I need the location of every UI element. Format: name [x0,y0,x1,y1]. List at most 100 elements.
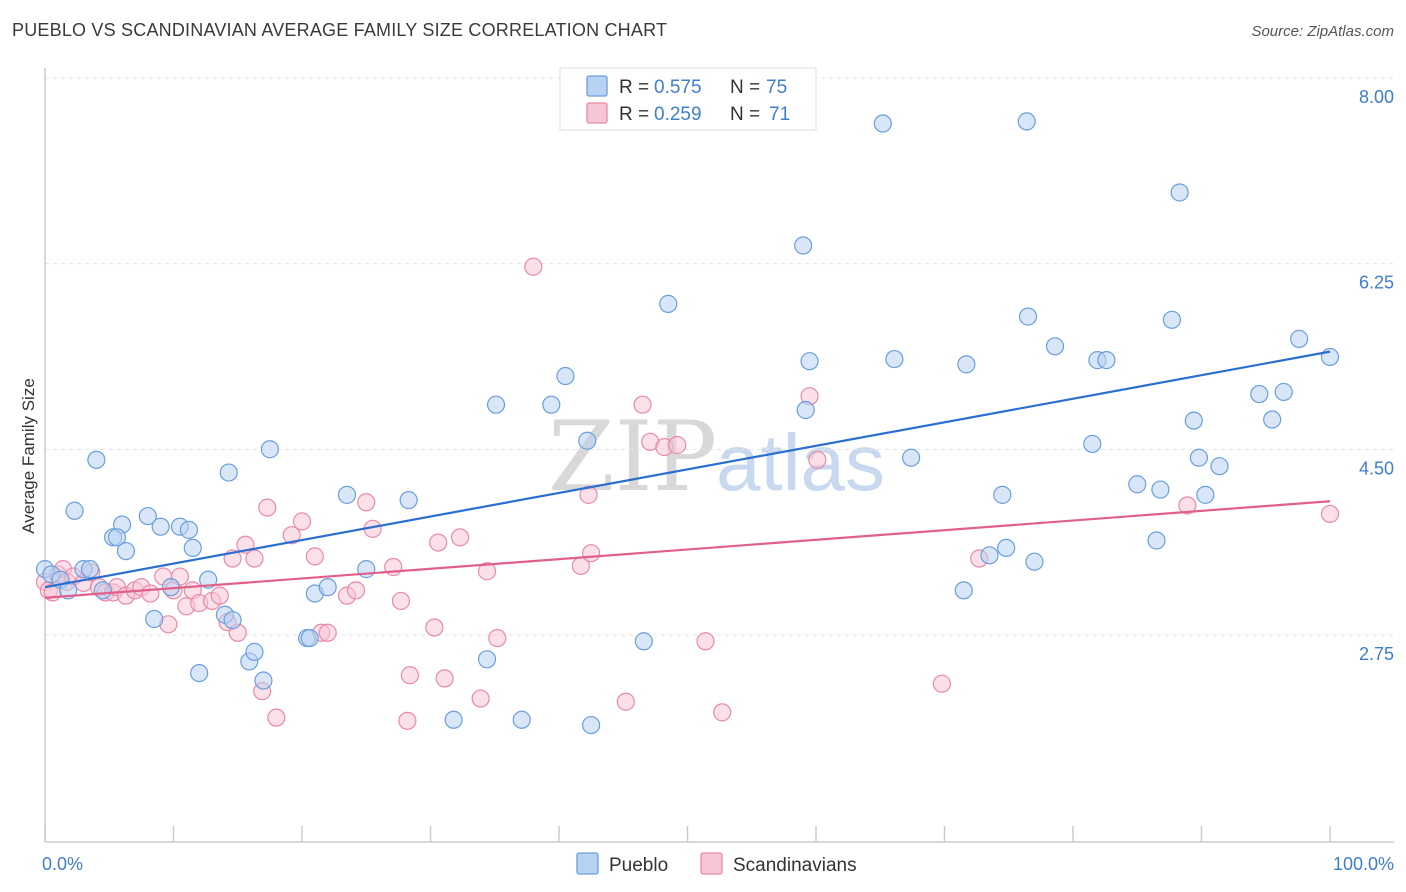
pueblo-point [190,663,209,683]
legend-swatch-pueblo [586,75,608,97]
scandinavians-trend-line [44,500,1331,599]
pueblo-point [993,485,1012,504]
legend-swatch-scandinavians [586,102,608,124]
pueblo-point [1151,480,1170,499]
scandinavians-point [305,547,324,566]
legend-n-value: 71 [769,104,790,125]
pueblo-point [1128,475,1147,494]
bottom-legend-item-pueblo[interactable]: Pueblo [576,852,668,876]
y-axis-title: Average Family Size [19,378,38,534]
pueblo-point [1025,552,1044,571]
x-tick-label-right: 100.0% [1333,854,1394,874]
scandinavians-point [696,632,715,651]
bottom-legend-item-scandinavians[interactable]: Scandinavians [700,852,857,876]
pueblo-point [138,506,157,526]
pueblo-point [885,349,904,369]
scandinavians-point [633,395,652,414]
pueblo-point [1184,411,1203,430]
y-tick-label: 2.75 [1359,644,1394,664]
pueblo-point [199,570,218,589]
pueblo-point [80,560,100,579]
legend-r-value: 0.575 [654,77,702,98]
pueblo-point [873,114,892,133]
pueblo-point [1290,329,1309,348]
watermark-zip: ZIP [548,401,717,513]
scandinavians-point [245,549,264,568]
scandinavians-point [450,528,470,547]
pueblo-point [796,400,815,420]
scandinavians-point [524,257,543,276]
scandinavians-point [1320,504,1340,524]
pueblo-point [337,485,357,504]
pueblo-point [954,581,973,600]
source-label: Source: ZipAtlas.com [1251,23,1394,40]
pueblo-point [542,395,561,414]
legend-r-value: 0.259 [654,104,702,125]
scandinavians-point [391,591,411,611]
pueblo-point [800,352,819,371]
pueblo-point [444,710,463,729]
pueblo-point [486,395,506,414]
pueblo-point [957,355,976,374]
scandinavians-point [398,711,417,730]
pueblo-point [151,517,170,536]
pueblo-point [179,520,199,539]
pueblo-point [183,538,202,558]
pueblo-point [65,501,84,520]
legend: R = 0.575 N = 75 R = 0.259 N = 71 [559,67,817,131]
scandinavians-point [210,586,229,605]
pueblo-point [634,632,653,651]
pueblo-point [512,710,531,729]
pueblo-point [1196,485,1215,504]
pueblo-point [1274,382,1293,402]
pueblo-point [93,581,112,600]
scandinavians-point [488,628,507,648]
pueblo-point [116,541,136,561]
scandinavians-point [357,493,376,512]
pueblo-point [1045,337,1065,356]
scandinavians-point [668,435,687,455]
pueblo-point [578,431,597,450]
scandinavians-point [1178,496,1197,515]
pueblo-point [1097,351,1116,370]
pueblo-point [260,440,279,459]
watermark-atlas: atlas [716,418,885,507]
bottom-legend-swatch-scandinavians [700,852,723,875]
pueblo-point [1210,457,1229,476]
legend-row-pueblo[interactable]: R = 0.575 N = 75 [586,75,787,98]
scandinavians-point [318,623,337,642]
pueblo-point [87,450,106,469]
axes [44,68,1394,843]
y-tick-label: 4.50 [1359,458,1394,478]
pueblo-point [1263,410,1282,429]
legend-n-label: N = [730,104,760,125]
pueblo-point [997,538,1016,558]
y-tick-label: 6.25 [1359,273,1394,293]
legend-r-label: R = [619,104,649,125]
pueblo-point [1162,310,1182,329]
scandinavians-point [477,562,497,581]
scandinavians-point [292,512,312,531]
pueblo-point [477,650,497,669]
bottom-legend-label-pueblo: Pueblo [609,855,668,876]
bottom-legend-swatch-pueblo [576,852,599,875]
legend-row-scandinavians[interactable]: R = 0.259 N = 71 [586,102,790,125]
scandinavians-point [579,485,598,504]
pueblo-point [145,609,164,629]
pueblo-point [1018,307,1038,326]
x-tick-label-left: 0.0% [42,854,83,874]
pueblo-points [35,112,1340,735]
scandinavians-point [435,669,454,688]
pueblo-point [219,463,238,482]
scandinavians-point [429,533,448,552]
pueblo-point [1250,384,1269,404]
bottom-legend: Pueblo Scandinavians [576,852,857,876]
y-axis-tick-labels: 8.00 6.25 4.50 2.75 [1359,87,1394,664]
scandinavians-point [282,526,301,545]
y-tick-label: 8.00 [1359,87,1394,107]
scandinavians-point [425,618,444,637]
legend-n-value: 75 [766,77,787,98]
pueblo-point [318,578,337,597]
pueblo-point [399,491,418,510]
